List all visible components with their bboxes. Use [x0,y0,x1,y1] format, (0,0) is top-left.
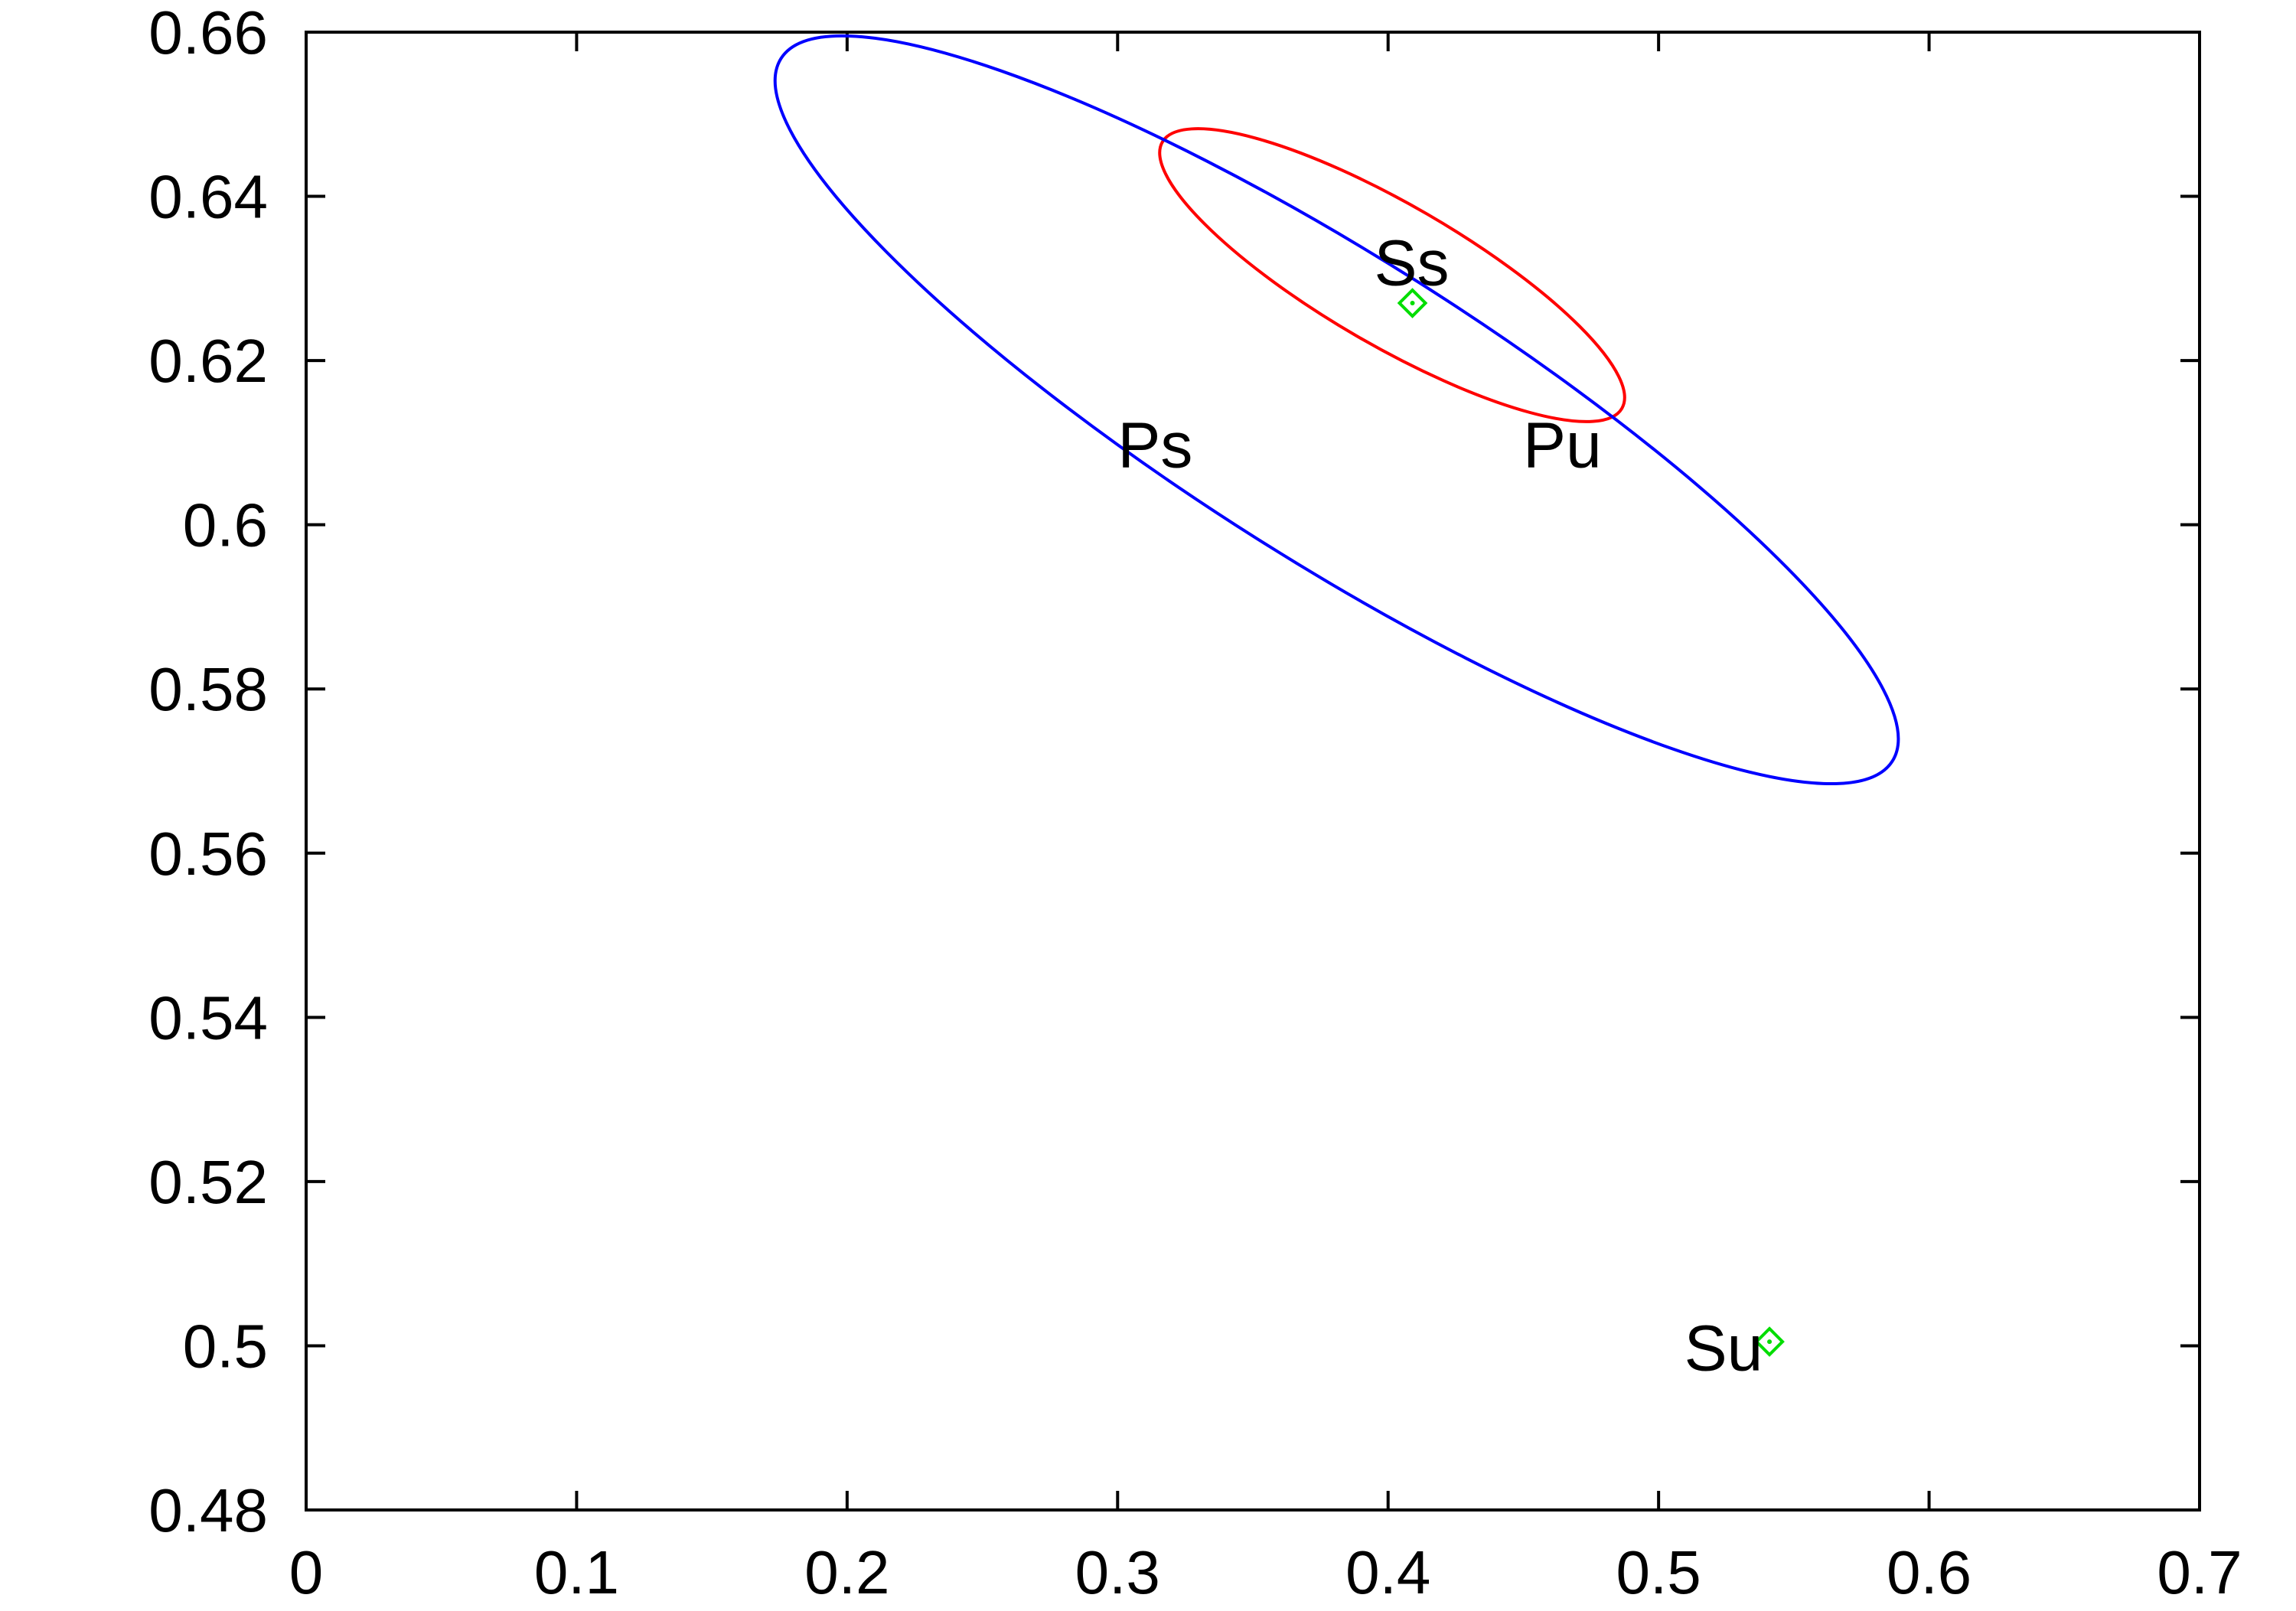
annotation-pu: Pu [1523,409,1602,481]
x-tick-label: 0.1 [534,1538,619,1606]
y-tick-label: 0.5 [183,1312,268,1380]
y-tick-label: 0.56 [148,820,268,888]
annotation-ss: Ss [1374,227,1449,298]
y-tick-label: 0.52 [148,1148,268,1216]
x-tick-label: 0.3 [1075,1538,1160,1606]
marker-su-diamond [1754,1326,1785,1357]
outer-confidence-ellipse [773,34,1900,786]
marker-ss-diamond [1397,288,1428,318]
y-tick-label: 0.54 [148,983,268,1052]
y-tick-label: 0.62 [148,327,268,395]
x-tick-label: 0.2 [804,1538,889,1606]
plot-border [305,31,2201,1512]
y-tick-label: 0.48 [148,1476,268,1544]
y-tick-label: 0.6 [183,491,268,559]
x-tick-label: 0 [289,1538,324,1606]
x-tick-label: 0.4 [1345,1538,1430,1606]
marker-ss-dot [1410,301,1415,306]
x-tick-label: 0.7 [2157,1538,2242,1606]
annotation-su: Su [1684,1313,1763,1384]
annotation-ps: Ps [1117,409,1192,481]
x-tick-label: 0.6 [1887,1538,1971,1606]
y-tick-label: 0.66 [148,0,268,67]
y-tick-label: 0.64 [148,163,268,231]
marker-su-dot [1767,1339,1773,1345]
y-tick-label: 0.58 [148,655,268,723]
x-tick-label: 0.5 [1616,1538,1701,1606]
inner-confidence-ellipse [1158,127,1626,423]
